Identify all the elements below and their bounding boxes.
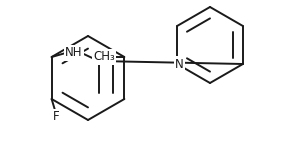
Text: F: F	[53, 111, 60, 124]
Text: CH₃: CH₃	[93, 50, 115, 64]
Text: N: N	[175, 58, 183, 71]
Text: NH: NH	[65, 47, 82, 59]
